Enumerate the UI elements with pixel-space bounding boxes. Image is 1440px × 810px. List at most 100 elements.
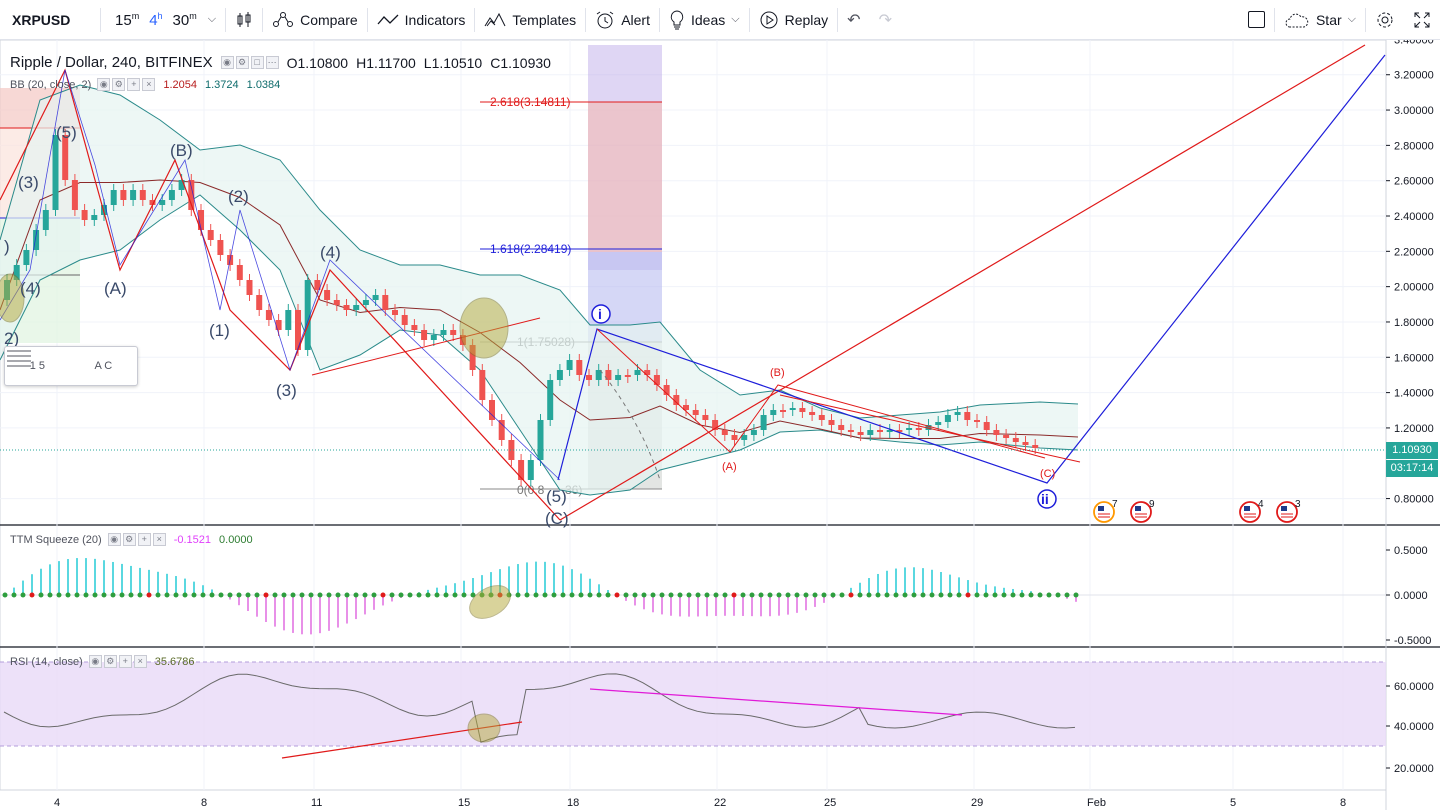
ttm-dot: [542, 592, 548, 598]
rsi-label: RSI (14, close): [10, 655, 83, 668]
ideas-button[interactable]: Ideas ⌵: [660, 0, 749, 40]
highlight-ellipse: [459, 297, 509, 359]
candle-body: [527, 460, 534, 480]
flag-icon: [1281, 506, 1287, 511]
ttm-bar: [184, 578, 186, 595]
rsi-legend-buttons[interactable]: ◉ ⚙ + ×: [88, 655, 149, 668]
compare-button[interactable]: Compare: [263, 0, 367, 40]
candle: [265, 304, 272, 326]
ttm-dot: [803, 592, 809, 598]
candle-body: [343, 305, 350, 310]
ttm-bar: [1003, 587, 1005, 595]
ttm-dot: [812, 592, 818, 598]
ttm-bar: [562, 565, 564, 595]
fib-extension-zone: [588, 102, 662, 252]
ttm-bar: [976, 582, 978, 595]
ttm-bar: [931, 569, 933, 595]
interval-30m[interactable]: 30m: [172, 10, 197, 29]
candle: [188, 174, 195, 216]
rsi-band: [0, 662, 1386, 746]
alert-label: Alert: [621, 11, 650, 28]
ttm-dot: [1010, 592, 1016, 598]
wave-circle-i: [591, 304, 611, 324]
chevron-down-icon[interactable]: ⌵: [207, 13, 217, 25]
symbol-search[interactable]: XRPUSD: [12, 11, 71, 28]
gear-icon: [1377, 12, 1393, 27]
ttm-dot: [398, 592, 404, 598]
ttm-dot: [362, 592, 368, 598]
bb-legend-buttons[interactable]: ◉ ⚙ + ×: [97, 78, 157, 91]
ttm-bar: [823, 595, 825, 603]
candle: [867, 424, 874, 441]
candle: [799, 402, 806, 418]
ttm-dot: [992, 592, 998, 598]
interval-15m[interactable]: 15m: [115, 10, 140, 29]
ttm-bar: [814, 595, 816, 607]
candle-body: [120, 190, 127, 200]
flag-icon: [1135, 506, 1141, 511]
toolbar-divider: [1365, 7, 1366, 32]
rsi-axis-label: 40.0000: [1394, 721, 1434, 733]
replay-button[interactable]: Replay: [750, 0, 838, 40]
ttm-bar: [94, 558, 96, 595]
flag-icon: [1135, 513, 1147, 518]
ttm-bar: [715, 595, 717, 616]
candle-body: [91, 215, 98, 220]
ttm-dot: [146, 592, 152, 598]
indicators-button[interactable]: Indicators: [368, 0, 475, 40]
ttm-dot: [938, 592, 944, 598]
toolbar-divider: [366, 7, 368, 32]
cloud-icon: [1285, 13, 1309, 27]
ttm-legend-buttons[interactable]: ◉ ⚙ + ×: [107, 533, 168, 546]
star-button[interactable]: Star ⌵: [1275, 0, 1365, 40]
ttm-bar: [625, 595, 627, 601]
candle: [770, 404, 777, 421]
candle: [1003, 429, 1010, 444]
ttm-dot: [371, 592, 377, 598]
highlight-ellipse: [467, 713, 501, 743]
alert-button[interactable]: Alert: [586, 0, 659, 40]
undo-button[interactable]: ↶: [838, 0, 869, 40]
ttm-dot: [29, 592, 35, 598]
ttm-bar: [724, 595, 726, 616]
candle-body: [314, 280, 321, 290]
candle: [809, 406, 816, 421]
candle-body: [139, 190, 146, 200]
ttm-bar: [967, 580, 969, 595]
candle: [343, 299, 350, 316]
ttm-dot: [470, 592, 476, 598]
candle-body: [760, 415, 767, 430]
settings-button[interactable]: [1366, 0, 1404, 40]
toolbar-divider: [837, 7, 839, 32]
ttm-bar: [463, 580, 465, 595]
ttm-dot: [749, 592, 755, 598]
ttm-dot: [128, 592, 134, 598]
legend-buttons[interactable]: ◉ ⚙ □ ⋯: [220, 56, 281, 69]
expand-button[interactable]: [1404, 0, 1440, 40]
elliott-correction-tool[interactable]: A C: [94, 360, 113, 372]
chart-area[interactable]: 3.40000 3.20000 3.00000 2.80000 2.60000 2.400…: [0, 40, 1440, 810]
redo-button[interactable]: ↷: [870, 0, 901, 40]
ttm-bar: [778, 595, 780, 616]
ttm-dot: [677, 592, 683, 598]
chart-canvas[interactable]: 3.40000 3.20000 3.00000 2.80000 2.60000 2.400…: [0, 40, 1440, 810]
expand-icon: [1414, 12, 1430, 27]
candle: [586, 369, 592, 386]
candle-body: [780, 410, 786, 412]
wave-label-i: i: [598, 306, 602, 322]
interval-4h[interactable]: 4h: [149, 10, 163, 29]
ttm-dot: [929, 592, 935, 598]
lines-icon[interactable]: [5, 347, 33, 369]
candle: [440, 324, 447, 341]
drawing-tools-panel[interactable]: 1 5 A C: [4, 346, 138, 386]
ttm-bar: [364, 595, 366, 615]
symbol-title: Ripple / Dollar, 240, BITFINEX: [10, 54, 213, 71]
fullscreen-chart-button[interactable]: [1239, 0, 1274, 40]
ttm-dot: [299, 592, 305, 598]
chart-type-button[interactable]: [226, 0, 262, 40]
candle-body: [246, 280, 253, 295]
templates-button[interactable]: Templates: [475, 0, 585, 40]
ttm-bar: [634, 595, 636, 606]
ttm-dot: [866, 592, 872, 598]
elliott-impulse-tool[interactable]: 1 5: [29, 360, 46, 372]
